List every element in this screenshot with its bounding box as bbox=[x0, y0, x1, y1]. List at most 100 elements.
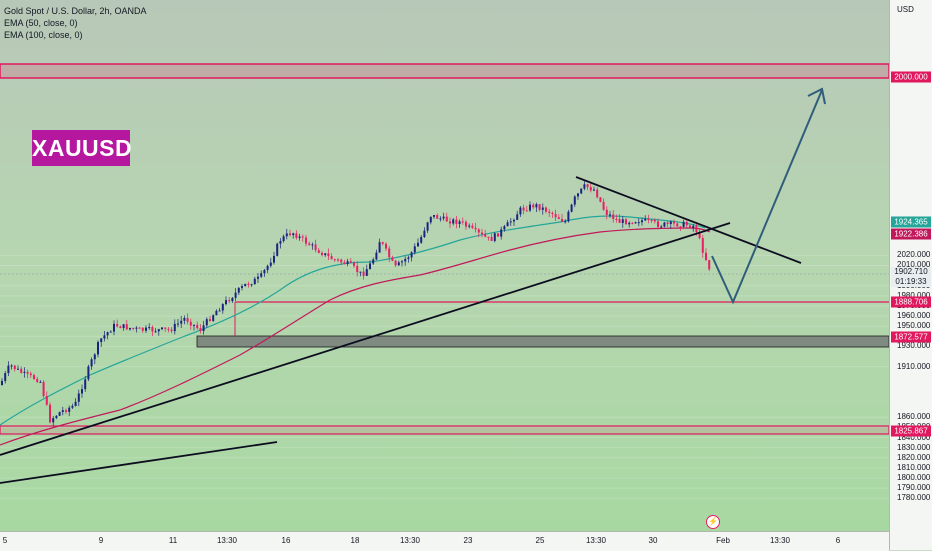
time-tick: 5 bbox=[2, 536, 8, 545]
candle-body bbox=[417, 242, 419, 247]
symbol-title[interactable]: Gold Spot / U.S. Dollar, 2h, OANDA bbox=[4, 6, 147, 16]
candle-body bbox=[481, 232, 483, 235]
candle-body bbox=[545, 207, 547, 212]
resistance-zone-2000 bbox=[0, 63, 890, 79]
candle-body bbox=[509, 221, 512, 223]
candle-body bbox=[263, 270, 266, 274]
symbol-badge: XAUUSD bbox=[32, 130, 132, 166]
candle-body bbox=[554, 213, 557, 218]
candle-body bbox=[29, 373, 32, 376]
candle-body bbox=[433, 215, 435, 217]
candle-body bbox=[676, 223, 679, 227]
candle-body bbox=[337, 259, 339, 261]
candle-body bbox=[577, 193, 579, 197]
candle-body bbox=[161, 327, 163, 330]
candle-body bbox=[58, 412, 61, 416]
candle-body bbox=[388, 248, 391, 258]
candle-body bbox=[52, 418, 55, 423]
candle-body bbox=[4, 373, 7, 381]
candle-body bbox=[692, 225, 695, 228]
candle-body bbox=[669, 221, 672, 225]
candle-body bbox=[628, 222, 631, 225]
candle-body bbox=[538, 204, 541, 210]
candle-body bbox=[689, 225, 691, 228]
candle-body bbox=[125, 324, 128, 330]
candle-body bbox=[129, 327, 131, 330]
candle-body bbox=[103, 335, 106, 339]
candle-body bbox=[461, 221, 464, 223]
news-event-icon[interactable]: ⚡ bbox=[706, 515, 720, 529]
candle-body bbox=[189, 321, 192, 326]
candle-body bbox=[455, 219, 458, 224]
candle-body bbox=[231, 297, 234, 302]
current-price: 1902.710 bbox=[894, 267, 928, 276]
candle-body bbox=[10, 365, 13, 367]
candle-body bbox=[346, 261, 349, 265]
candle-body bbox=[420, 236, 423, 243]
candle-body bbox=[442, 216, 445, 219]
time-tick: 30 bbox=[648, 536, 658, 545]
candle-body bbox=[183, 317, 186, 321]
candle-body bbox=[660, 226, 663, 228]
candle-body bbox=[199, 328, 202, 332]
candle-body bbox=[673, 221, 675, 224]
candle-body bbox=[65, 410, 67, 412]
candle-body bbox=[26, 371, 29, 374]
candle-body bbox=[653, 219, 656, 222]
bar-countdown: 01:19:33 bbox=[895, 277, 927, 286]
candle-body bbox=[106, 332, 109, 336]
candle-body bbox=[429, 216, 432, 223]
candle-body bbox=[164, 327, 167, 329]
candle-body bbox=[135, 327, 138, 329]
candle-body bbox=[500, 229, 503, 237]
candle-body bbox=[193, 324, 195, 326]
candle-body bbox=[618, 218, 621, 223]
candle-body bbox=[132, 327, 135, 329]
candle-body bbox=[605, 209, 608, 215]
candle-body bbox=[116, 323, 119, 327]
ema50-legend[interactable]: EMA (50, close, 0) bbox=[4, 18, 78, 28]
time-tick: 23 bbox=[463, 536, 473, 545]
candle-body bbox=[276, 243, 279, 256]
price-tick: 1860.000 bbox=[897, 412, 931, 422]
time-axis[interactable] bbox=[0, 531, 889, 551]
candle-body bbox=[311, 244, 314, 246]
candle-body bbox=[529, 204, 531, 211]
candle-body bbox=[685, 221, 688, 226]
candle-body bbox=[221, 304, 224, 311]
candle-body bbox=[244, 283, 247, 287]
candle-body bbox=[647, 218, 650, 220]
candle-body bbox=[273, 255, 275, 263]
candle-body bbox=[141, 327, 144, 331]
candle-body bbox=[535, 204, 538, 208]
candle-body bbox=[637, 222, 640, 224]
candle-body bbox=[490, 236, 493, 241]
candle-body bbox=[237, 287, 240, 293]
candle-body bbox=[250, 284, 253, 286]
candle-body bbox=[84, 379, 87, 390]
candle-body bbox=[225, 300, 227, 305]
candle-body bbox=[487, 236, 490, 238]
currency-label: USD bbox=[897, 5, 914, 14]
time-tick: 6 bbox=[835, 536, 841, 545]
candle-body bbox=[705, 252, 707, 261]
candle-body bbox=[23, 371, 26, 373]
candle-body bbox=[458, 221, 461, 224]
candle-body bbox=[602, 201, 605, 210]
candle-body bbox=[385, 243, 387, 249]
candle-body bbox=[90, 359, 93, 367]
chart-legend: Gold Spot / U.S. Dollar, 2h, OANDA EMA (… bbox=[4, 5, 147, 41]
ema100-legend[interactable]: EMA (100, close, 0) bbox=[4, 30, 83, 40]
candle-body bbox=[282, 236, 285, 242]
support-zone-1870 bbox=[196, 335, 890, 348]
candle-body bbox=[7, 365, 10, 374]
candle-body bbox=[641, 220, 643, 223]
candle-body bbox=[468, 225, 471, 227]
price-tick: 1950.000 bbox=[897, 321, 931, 331]
candle-body bbox=[109, 331, 112, 333]
candle-body bbox=[567, 211, 570, 222]
candle-body bbox=[701, 238, 704, 253]
candle-body bbox=[138, 327, 141, 329]
candle-body bbox=[177, 323, 179, 325]
